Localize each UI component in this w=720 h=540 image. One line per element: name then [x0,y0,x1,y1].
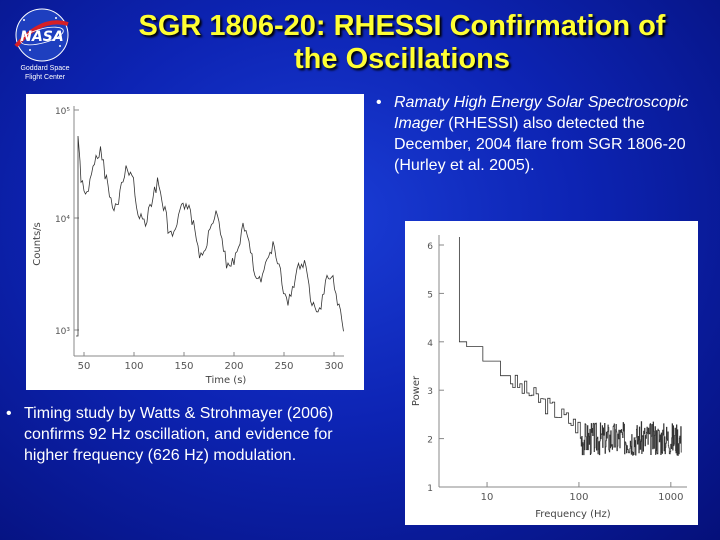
light-curve-x-tick-label: 200 [224,361,243,372]
power-spectrum-panel: 6 5 4 3 2 1 10 100 1000 Power Frequency (Hz) [405,221,698,525]
light-curve-x-tick-label: 100 [124,361,143,372]
power-spectrum-x-tick-label: 100 [569,492,588,503]
light-curve-y-tick-label: 10³ [55,327,70,337]
light-curve-chart: 10⁵ 10⁴ 10³ 50 100 150 200 250 300 Counts/s Time… [32,106,344,386]
nasa-meatball-icon: NASA [14,8,69,62]
light-curve-series [76,135,344,337]
light-curve-ylabel: Counts/s [32,222,43,266]
light-curve-panel: 10⁵ 10⁴ 10³ 50 100 150 200 250 300 Counts/s Time… [26,94,364,390]
light-curve-y-tick-label: 10⁴ [55,215,70,225]
logo-caption-line2: Flight Center [24,74,66,81]
bullet-rhessi: • Ramaty High Energy Solar Spectroscopic… [376,92,706,176]
bullet-dot: • [376,94,382,111]
power-spectrum-xlabel: Frequency (Hz) [535,509,611,520]
power-spectrum-y-tick-label: 6 [427,242,433,252]
slide-title-line2: the Oscillations [294,43,510,75]
light-curve-y-tick-label: 10⁵ [55,107,70,117]
power-spectrum-y-tick-label: 5 [427,290,433,300]
power-spectrum-x-tick-label: 10 [481,492,494,503]
power-spectrum-series [458,237,682,456]
logo-caption-line1: Goddard Space [20,65,70,72]
power-spectrum-y-tick-label: 2 [427,436,433,446]
bullet-timing-study: • Timing study by Watts & Strohmayer (20… [6,403,378,466]
nasa-logo: NASA Goddard Space Flight Center [10,6,74,82]
power-spectrum-y-tick-label: 3 [427,387,433,397]
rhessi-instrument-name: Ramaty High Energy Solar Spectroscopic I… [394,94,689,132]
bullet-dot: • [6,405,12,422]
slide-title: SGR 1806-20: RHESSI Confirmation of the … [92,10,712,76]
light-curve-x-tick-label: 300 [324,361,343,372]
timing-study-text: Timing study by Watts & Strohmayer (2006… [24,405,334,464]
light-curve-x-tick-label: 50 [78,361,91,372]
light-curve-xlabel: Time (s) [205,375,247,386]
power-spectrum-ylabel: Power [411,375,422,406]
power-spectrum-y-tick-label: 4 [427,339,433,349]
slide-title-line1: SGR 1806-20: RHESSI Confirmation of [138,10,666,42]
light-curve-x-tick-label: 150 [174,361,193,372]
light-curve-x-tick-label: 250 [274,361,293,372]
logo-caption: Goddard Space Flight Center [10,64,80,82]
power-spectrum-chart: 6 5 4 3 2 1 10 100 1000 Power Frequency (Hz) [411,235,687,520]
power-spectrum-x-tick-label: 1000 [658,492,683,503]
power-spectrum-y-tick-label: 1 [427,484,433,494]
nasa-wordmark: NASA [20,29,63,45]
rhessi-bullet-text: (RHESSI) also detected the December, 200… [394,115,686,174]
